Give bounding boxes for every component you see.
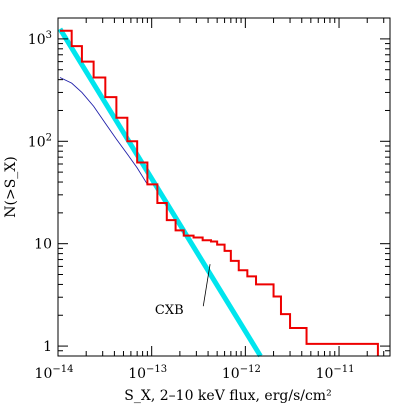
plot-frame <box>57 17 391 357</box>
y-tick-label: 10 <box>34 237 52 253</box>
x-tick-label: 10−13 <box>128 364 167 382</box>
x-tick-label: 10−14 <box>35 364 74 382</box>
y-tick-label: 103 <box>28 30 52 48</box>
annotation-leader-line <box>202 264 211 307</box>
y-tick-label: 1 <box>43 339 52 355</box>
y-tick-label: 102 <box>28 132 52 150</box>
y-axis-title: N(>S_X) <box>3 156 19 217</box>
series-line-3 <box>59 77 148 185</box>
x-axis-title: S_X, 2–10 keV flux, erg/s/cm² <box>124 388 331 404</box>
x-tick-label: 10−12 <box>222 364 261 382</box>
annotation-label: CXB <box>155 303 184 318</box>
series-layer <box>57 27 379 358</box>
label-layer: 10−14 10−13 10−12 10−11 1 10 102 103 S_X, 2–10 k… <box>3 30 355 404</box>
series-line-1 <box>59 29 379 356</box>
x-tick-label: 10−11 <box>316 364 355 382</box>
series-line-2 <box>57 27 263 358</box>
axes-layer <box>57 17 391 357</box>
